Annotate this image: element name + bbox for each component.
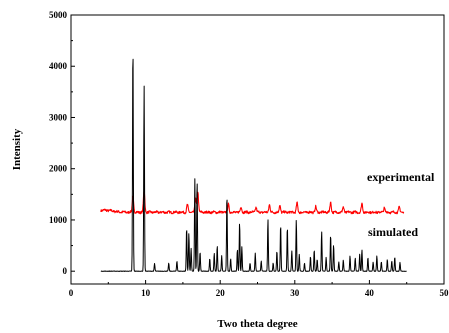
x-axis-ticks: 0 10 20 30 40 50: [69, 280, 449, 298]
series-label-experimental: experimental: [367, 170, 435, 184]
plot-frame: [70, 14, 445, 285]
series-layer: [100, 58, 407, 272]
series-line-simulated: [100, 58, 407, 272]
x-tick-label: 40: [365, 288, 375, 298]
series-label-simulated: simulated: [368, 225, 418, 239]
y-tick-label: 1000: [49, 215, 68, 225]
x-axis-title: Two theta degree: [217, 318, 297, 330]
y-axis-ticks: 0 1000 2000 3000 4000 5000: [49, 10, 75, 285]
y-tick-label: 3000: [49, 112, 68, 122]
x-tick-label: 50: [440, 288, 449, 298]
x-tick-label: 30: [290, 288, 300, 298]
x-tick-label: 10: [141, 288, 151, 298]
y-tick-label: 5000: [49, 10, 68, 20]
series-line-experimental: [100, 190, 405, 215]
y-tick-label: 0: [63, 266, 68, 276]
x-tick-label: 20: [216, 288, 226, 298]
y-tick-label: 2000: [49, 164, 68, 174]
y-tick-label: 4000: [49, 61, 68, 71]
y-axis-title: Intensity: [11, 128, 23, 170]
x-tick-label: 0: [69, 288, 74, 298]
